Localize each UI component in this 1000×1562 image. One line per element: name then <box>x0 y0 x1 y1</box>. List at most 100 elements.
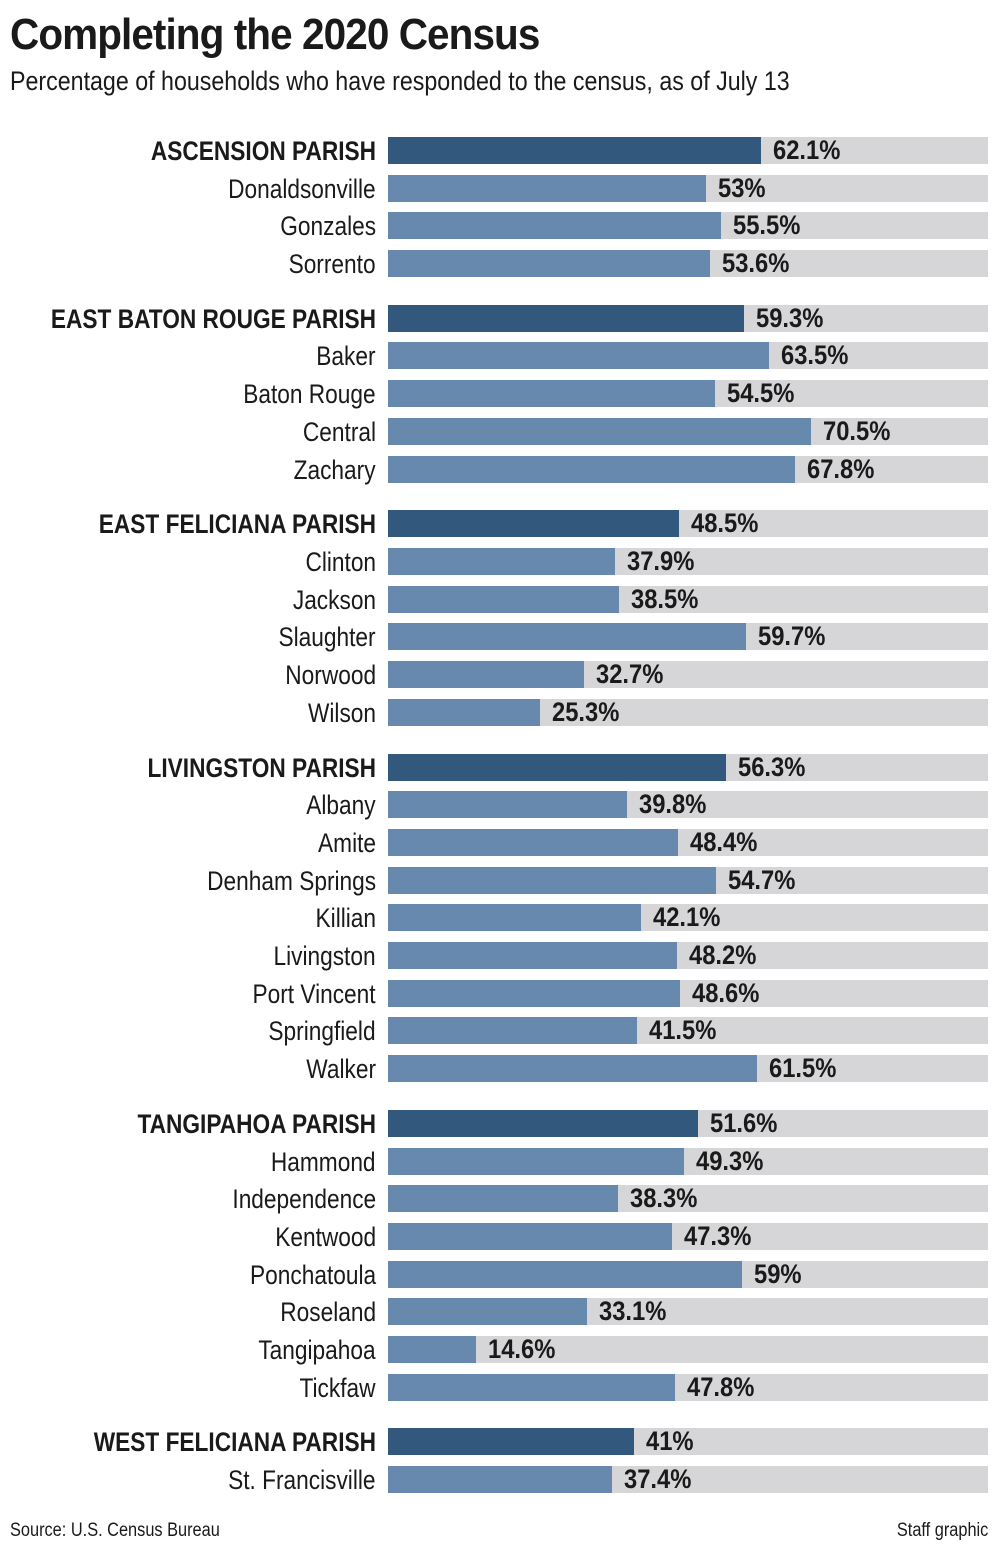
parish-bar <box>388 1110 698 1137</box>
place-bar <box>388 1336 476 1363</box>
bar-track <box>388 380 988 407</box>
place-label: Roseland <box>280 1297 376 1327</box>
place-label: Springfield <box>268 1016 376 1046</box>
value-label: 48.4% <box>690 827 758 857</box>
place-label: Jackson <box>292 585 376 615</box>
place-label: Baton Rouge <box>243 379 376 409</box>
place-bar <box>388 1298 587 1325</box>
value-label: 41% <box>646 1426 694 1456</box>
place-label: Gonzales <box>280 211 376 241</box>
chart-title: Completing the 2020 Census <box>10 10 540 59</box>
place-row: Clinton 37.9% <box>0 546 1000 577</box>
place-row: Hammond 49.3% <box>0 1146 1000 1177</box>
value-label: 63.5% <box>781 340 849 370</box>
bar-track <box>388 137 988 164</box>
value-label: 59.3% <box>756 303 824 333</box>
place-bar <box>388 829 678 856</box>
bar-track <box>388 980 988 1007</box>
value-label: 25.3% <box>552 697 620 727</box>
place-label: Denham Springs <box>207 866 376 896</box>
bar-track <box>388 867 988 894</box>
place-label: Kentwood <box>275 1222 376 1252</box>
place-label: Clinton <box>305 547 376 577</box>
bar-track <box>388 1374 988 1401</box>
bar-track <box>388 1110 988 1137</box>
place-row: Port Vincent 48.6% <box>0 978 1000 1009</box>
place-label: Amite <box>318 828 376 858</box>
place-label: Livingston <box>273 941 376 971</box>
place-row: Central 70.5% <box>0 416 1000 447</box>
place-label: Wilson <box>307 698 376 728</box>
parish-row: EAST FELICIANA PARISH 48.5% <box>0 508 1000 539</box>
bar-track <box>388 418 988 445</box>
place-label: Sorrento <box>289 249 376 279</box>
place-label: Hammond <box>271 1147 376 1177</box>
place-bar <box>388 942 677 969</box>
bar-track <box>388 1298 988 1325</box>
place-bar <box>388 1017 637 1044</box>
bar-track <box>388 623 988 650</box>
place-row: Denham Springs 54.7% <box>0 865 1000 896</box>
value-label: 54.7% <box>728 865 796 895</box>
place-label: Ponchatoula <box>249 1260 376 1290</box>
bar-track <box>388 1223 988 1250</box>
parish-row: ASCENSION PARISH 62.1% <box>0 135 1000 166</box>
value-label: 37.9% <box>627 546 695 576</box>
place-row: Jackson 38.5% <box>0 584 1000 615</box>
place-row: Donaldsonville 53% <box>0 173 1000 204</box>
parish-label: ASCENSION PARISH <box>150 136 376 166</box>
parish-label: TANGIPAHOA PARISH <box>137 1109 376 1139</box>
place-row: Norwood 32.7% <box>0 659 1000 690</box>
value-label: 59% <box>754 1259 802 1289</box>
place-bar <box>388 791 627 818</box>
bar-track <box>388 586 988 613</box>
place-row: Wilson 25.3% <box>0 697 1000 728</box>
bar-track <box>388 1261 988 1288</box>
value-label: 38.3% <box>630 1183 698 1213</box>
parish-bar <box>388 754 726 781</box>
place-row: Tangipahoa 14.6% <box>0 1334 1000 1365</box>
place-bar <box>388 867 716 894</box>
place-label: St. Francisville <box>228 1465 376 1495</box>
chart-subtitle: Percentage of households who have respon… <box>10 66 790 96</box>
parish-bar <box>388 305 744 332</box>
place-label: Slaughter <box>278 622 376 652</box>
place-row: Amite 48.4% <box>0 827 1000 858</box>
bar-track <box>388 699 988 726</box>
place-row: Baton Rouge 54.5% <box>0 378 1000 409</box>
value-label: 41.5% <box>649 1015 717 1045</box>
bar-track <box>388 754 988 781</box>
place-label: Walker <box>306 1054 376 1084</box>
bar-track <box>388 1466 988 1493</box>
place-label: Central <box>302 417 376 447</box>
bar-track <box>388 1336 988 1363</box>
place-bar <box>388 1223 672 1250</box>
place-bar <box>388 904 641 931</box>
value-label: 51.6% <box>710 1108 778 1138</box>
bar-track <box>388 791 988 818</box>
bar-track <box>388 456 988 483</box>
value-label: 37.4% <box>624 1464 692 1494</box>
value-label: 47.8% <box>687 1372 755 1402</box>
parish-bar <box>388 510 679 537</box>
place-row: Sorrento 53.6% <box>0 248 1000 279</box>
parish-row: LIVINGSTON PARISH 56.3% <box>0 752 1000 783</box>
bar-track <box>388 829 988 856</box>
parish-label: EAST FELICIANA PARISH <box>98 509 376 539</box>
bar-track <box>388 548 988 575</box>
source-note: Source: U.S. Census Bureau <box>10 1520 220 1541</box>
bar-track <box>388 942 988 969</box>
place-row: Kentwood 47.3% <box>0 1221 1000 1252</box>
bar-track <box>388 1185 988 1212</box>
place-row: Baker 63.5% <box>0 340 1000 371</box>
value-label: 14.6% <box>488 1334 556 1364</box>
bar-track <box>388 342 988 369</box>
place-bar <box>388 342 769 369</box>
place-row: Slaughter 59.7% <box>0 621 1000 652</box>
bar-track <box>388 1148 988 1175</box>
place-bar <box>388 699 540 726</box>
place-row: Walker 61.5% <box>0 1053 1000 1084</box>
bar-track <box>388 904 988 931</box>
bar-track <box>388 510 988 537</box>
parish-label: WEST FELICIANA PARISH <box>93 1427 376 1457</box>
